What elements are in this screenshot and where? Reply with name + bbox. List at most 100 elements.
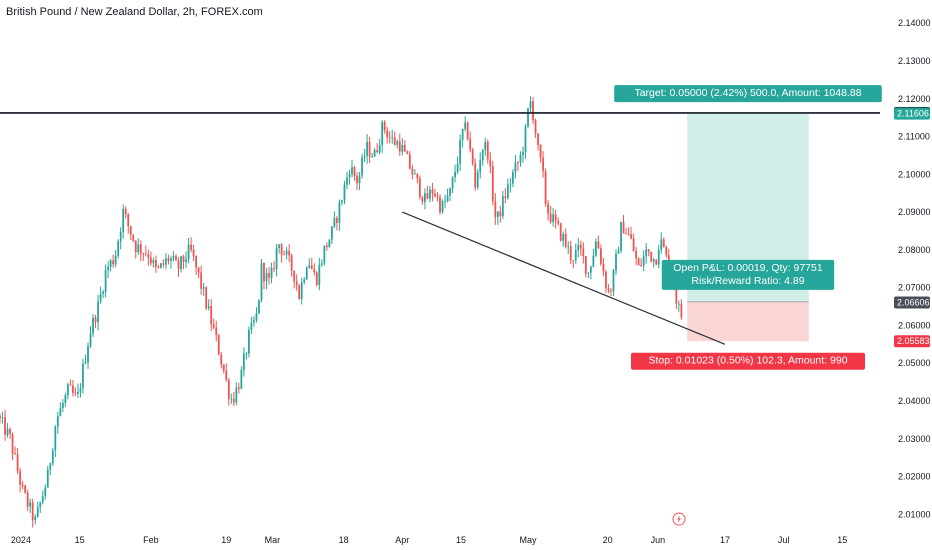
target-price-text: 2.11606 bbox=[897, 109, 929, 119]
candle-body bbox=[149, 257, 152, 264]
candle-body bbox=[381, 121, 384, 146]
candle-body bbox=[187, 244, 190, 260]
candle-body bbox=[92, 317, 94, 334]
candle-body bbox=[562, 233, 565, 241]
candle-body bbox=[192, 249, 195, 256]
candle-body bbox=[112, 260, 115, 265]
candle-body bbox=[109, 260, 112, 267]
candle-body bbox=[1, 417, 4, 419]
candle-body bbox=[424, 193, 426, 202]
candle-body bbox=[49, 463, 52, 470]
candle-body bbox=[84, 362, 87, 364]
candle-body bbox=[9, 429, 11, 435]
candle-body bbox=[602, 263, 605, 272]
candle-body bbox=[650, 251, 653, 262]
candle-body bbox=[323, 245, 326, 264]
candle-body bbox=[215, 327, 218, 335]
candle-body bbox=[600, 248, 602, 264]
candle-body bbox=[265, 273, 268, 282]
price-tick-label: 2.01000 bbox=[898, 509, 931, 519]
candle-body bbox=[154, 259, 157, 268]
candle-body bbox=[300, 282, 303, 299]
stop-price-tag bbox=[894, 335, 930, 348]
pnl-label-text: Open P&L: 0.00019, Qty: 97751 bbox=[673, 262, 823, 274]
price-tick-label: 2.04000 bbox=[898, 396, 931, 406]
candle-body bbox=[665, 247, 668, 256]
candle-body bbox=[114, 255, 117, 265]
candle-body bbox=[577, 244, 580, 251]
candle-body bbox=[4, 417, 6, 435]
price-tick-label: 2.10000 bbox=[898, 169, 931, 179]
candle-body bbox=[66, 384, 69, 396]
candle-body bbox=[165, 258, 167, 265]
candle-body bbox=[250, 322, 253, 330]
candle-body bbox=[532, 101, 534, 121]
candle-body bbox=[343, 184, 346, 201]
chart-title: British Pound / New Zealand Dollar, 2h, … bbox=[6, 6, 263, 18]
candle-body bbox=[632, 238, 635, 252]
candle-body bbox=[416, 173, 419, 179]
candle-body bbox=[496, 211, 499, 217]
candle-body bbox=[408, 154, 411, 169]
candle-body bbox=[421, 196, 424, 202]
candle-body bbox=[610, 290, 612, 292]
price-tick-label: 2.11000 bbox=[898, 132, 930, 142]
candle-body bbox=[635, 251, 638, 259]
candle-body bbox=[549, 213, 552, 222]
candle-body bbox=[182, 256, 185, 262]
candle-body bbox=[361, 157, 363, 176]
candle-body bbox=[677, 303, 680, 305]
time-tick-label: May bbox=[519, 535, 537, 545]
candle-body bbox=[637, 258, 640, 266]
price-axis[interactable]: 2.14000 2.13000 2.12000 2.11000 2.10000 2.090… bbox=[894, 18, 931, 519]
candle-body bbox=[594, 241, 597, 256]
candle-body bbox=[225, 370, 228, 381]
stop-price-text: 2.05583 bbox=[897, 336, 930, 346]
candle-body bbox=[82, 363, 84, 388]
candle-body bbox=[645, 249, 648, 257]
candle-body bbox=[559, 223, 562, 241]
candle-body bbox=[160, 263, 162, 268]
candle-body bbox=[657, 249, 660, 265]
stop-label-text: Stop: 0.01023 (0.50%) 102.3, Amount: 990 bbox=[648, 355, 847, 367]
price-tick-label: 2.07000 bbox=[898, 283, 931, 293]
candle-body bbox=[396, 141, 399, 145]
candle-body bbox=[152, 259, 155, 264]
candle-body bbox=[310, 265, 313, 270]
candle-body bbox=[386, 130, 389, 138]
time-tick-label: Mar bbox=[265, 535, 281, 545]
time-tick-label: 2024 bbox=[11, 535, 31, 545]
candle-body bbox=[147, 254, 150, 258]
candle-body bbox=[504, 196, 507, 199]
candle-body bbox=[401, 145, 404, 152]
candle-body bbox=[157, 267, 160, 268]
candle-body bbox=[544, 171, 547, 204]
candle-body bbox=[481, 149, 484, 161]
candle-body bbox=[373, 150, 376, 157]
pnl-label-box bbox=[661, 259, 835, 290]
time-tick-label: 17 bbox=[720, 535, 730, 545]
candle-body bbox=[605, 271, 607, 289]
candle-body bbox=[167, 258, 170, 261]
candle-body bbox=[491, 166, 494, 202]
candle-body bbox=[285, 250, 288, 255]
price-tick-label: 2.12000 bbox=[898, 94, 931, 104]
price-tick-label: 2.02000 bbox=[898, 472, 931, 482]
candle-body bbox=[366, 142, 368, 156]
candle-body bbox=[89, 333, 92, 347]
candle-body bbox=[298, 285, 301, 299]
candle-body bbox=[376, 150, 379, 153]
candle-body bbox=[24, 485, 27, 493]
candle-body bbox=[348, 174, 351, 178]
candle-body bbox=[245, 353, 248, 355]
alert-icon[interactable] bbox=[672, 512, 686, 526]
candle-body bbox=[94, 317, 97, 323]
time-axis[interactable]: 2024 15 Feb 19 Mar 18 Apr 15 May 20 Jun 17 Jul 15 bbox=[11, 535, 847, 545]
candle-body bbox=[69, 384, 72, 386]
candle-body bbox=[162, 263, 165, 265]
candle-body bbox=[253, 320, 255, 323]
candle-body bbox=[46, 469, 49, 488]
alert-icon-bolt bbox=[677, 515, 681, 524]
candle-body bbox=[288, 250, 291, 256]
